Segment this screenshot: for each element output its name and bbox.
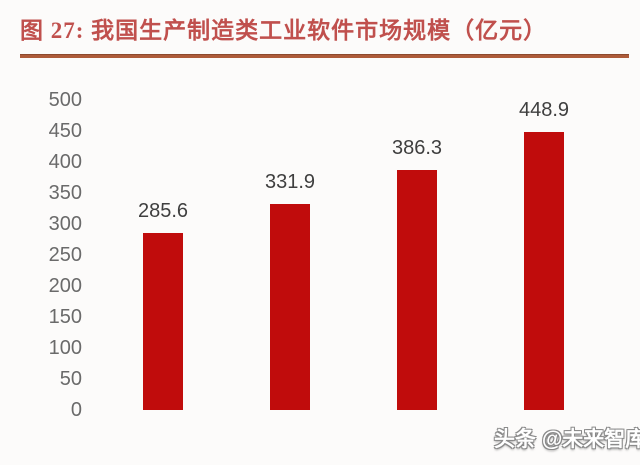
figure-title: 图 27: 我国生产制造类工业软件市场规模（亿元） xyxy=(20,18,548,43)
title-separator-rule xyxy=(20,54,629,58)
y-axis-tick-label: 450 xyxy=(48,120,82,142)
watermark: 头条 @未来智库 xyxy=(494,428,640,451)
bar-chart: 500450400350300250200150100500285.620183… xyxy=(0,62,640,465)
y-axis-tick-label: 250 xyxy=(48,244,82,266)
bar-value-label: 285.6 xyxy=(137,200,189,222)
y-axis-tick-label: 100 xyxy=(48,337,82,359)
bar-2020E xyxy=(397,170,437,410)
y-axis-tick-label: 200 xyxy=(48,275,82,297)
bar-value-label: 331.9 xyxy=(264,171,316,193)
bar-2018 xyxy=(143,233,183,410)
bar-2021E xyxy=(524,132,564,410)
bar-value-label: 448.9 xyxy=(518,99,570,121)
y-axis-tick-label: 0 xyxy=(70,399,82,421)
y-axis-tick-label: 150 xyxy=(48,306,82,328)
y-axis-tick-label: 500 xyxy=(48,89,82,111)
y-axis-tick-label: 50 xyxy=(59,368,82,390)
y-axis-tick-label: 350 xyxy=(48,182,82,204)
y-axis-tick-label: 300 xyxy=(48,213,82,235)
bar-value-label: 386.3 xyxy=(391,137,443,159)
bar-2019 xyxy=(270,204,310,410)
y-axis-tick-label: 400 xyxy=(48,151,82,173)
